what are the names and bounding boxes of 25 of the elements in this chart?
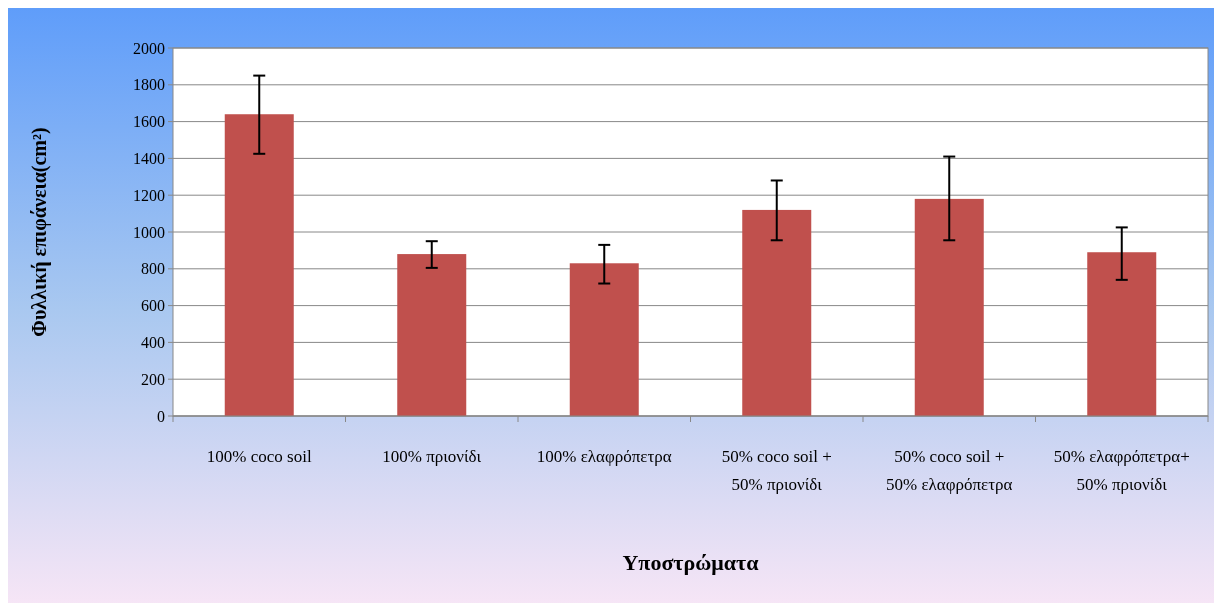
x-tick-label: 100% ελαφρόπετρα	[536, 447, 672, 466]
bar	[914, 198, 984, 416]
y-tick-label: 0	[157, 407, 165, 425]
x-tick-label: 100% coco soil	[206, 447, 312, 466]
bar	[569, 263, 639, 416]
y-tick-label: 800	[141, 260, 165, 278]
x-axis-title: Υποστρώματα	[622, 550, 760, 575]
bar	[1087, 252, 1157, 416]
y-tick-label: 2000	[133, 39, 165, 57]
bar	[742, 209, 812, 416]
y-axis-title: Φυλλική επιφάνεια(cm²)	[28, 127, 51, 337]
x-tick-label: 50% ελαφρόπετρα+ 50% πριονίδι	[1053, 447, 1190, 494]
y-tick-label: 600	[141, 297, 165, 315]
bar	[397, 254, 467, 416]
y-tick-label: 1600	[133, 113, 165, 131]
x-tick-label: 50% coco soil + 50% πριονίδι	[721, 447, 832, 494]
y-tick-label: 200	[141, 370, 165, 388]
y-tick-label: 1800	[133, 76, 165, 94]
x-tick-label: 100% πριονίδι	[382, 447, 482, 466]
x-tick-label: 50% coco soil + 50% ελαφρόπετρα	[886, 447, 1013, 494]
y-tick-label: 1200	[133, 186, 165, 204]
y-tick-label: 1400	[133, 150, 165, 167]
y-tick-label: 1000	[133, 223, 165, 241]
bar	[224, 114, 294, 416]
y-tick-label: 400	[141, 334, 165, 351]
